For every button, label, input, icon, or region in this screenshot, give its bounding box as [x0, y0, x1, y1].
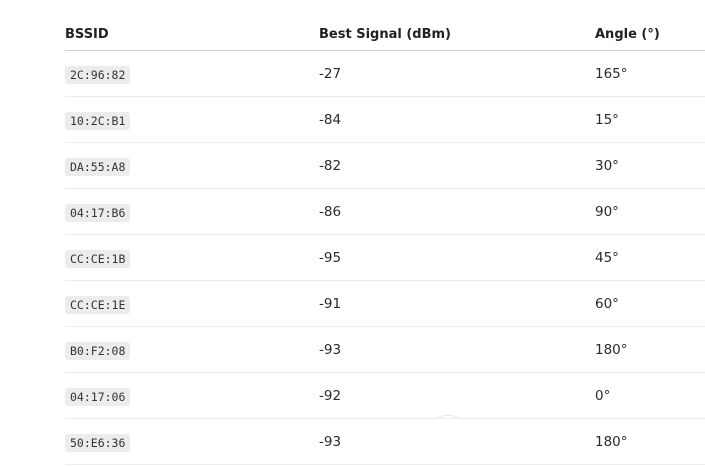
signal-cell: -95 — [319, 234, 595, 281]
bssid-code: B0:F2:08 — [65, 341, 131, 360]
angle-cell: 45° — [595, 234, 705, 281]
column-header-angle: Angle (°) — [595, 18, 705, 51]
angle-cell: 60° — [595, 280, 705, 327]
angle-cell: 180° — [595, 418, 705, 465]
table-row: CC:CE:1E -91 60° — [65, 280, 705, 327]
signal-cell: -86 — [319, 188, 595, 235]
bssid-code: 2C:96:82 — [65, 65, 131, 84]
column-header-best-signal: Best Signal (dBm) — [319, 18, 595, 51]
table-row: CC:CE:1B -95 45° — [65, 234, 705, 281]
table-row: 10:2C:B1 -84 15° — [65, 96, 705, 143]
table-row: 04:17:06 -92 0° — [65, 372, 705, 419]
bssid-cell: 2C:96:82 — [65, 50, 319, 97]
bssid-code: CC:CE:1B — [65, 249, 131, 268]
bssid-code: 10:2C:B1 — [65, 111, 131, 130]
table-row: B0:F2:08 -93 180° — [65, 326, 705, 373]
signal-cell: -93 — [319, 326, 595, 373]
angle-cell: 180° — [595, 326, 705, 373]
bssid-cell: CC:CE:1E — [65, 280, 319, 327]
angle-cell: 30° — [595, 142, 705, 189]
table-header: BSSID Best Signal (dBm) Angle (°) — [65, 18, 705, 51]
signal-results-table: BSSID Best Signal (dBm) Angle (°) 2C:96:… — [65, 18, 705, 465]
bssid-cell: 10:2C:B1 — [65, 96, 319, 143]
table-row: 2C:96:82 -27 165° — [65, 50, 705, 97]
signal-cell: -92 — [319, 372, 595, 419]
bssid-code: 04:17:06 — [65, 387, 131, 406]
table-row: 04:17:B6 -86 90° — [65, 188, 705, 235]
table-row: DA:55:A8 -82 30° — [65, 142, 705, 189]
table-header-row: BSSID Best Signal (dBm) Angle (°) — [65, 18, 705, 51]
bssid-cell: CC:CE:1B — [65, 234, 319, 281]
bssid-code: DA:55:A8 — [65, 157, 131, 176]
bssid-code: 50:E6:36 — [65, 433, 131, 452]
bssid-code: CC:CE:1E — [65, 295, 131, 314]
bssid-cell: B0:F2:08 — [65, 326, 319, 373]
signal-cell: -91 — [319, 280, 595, 327]
angle-cell: 15° — [595, 96, 705, 143]
signal-cell: -27 — [319, 50, 595, 97]
bssid-cell: DA:55:A8 — [65, 142, 319, 189]
bssid-code: 04:17:B6 — [65, 203, 131, 222]
angle-cell: 165° — [595, 50, 705, 97]
signal-cell: -82 — [319, 142, 595, 189]
angle-cell: 0° — [595, 372, 705, 419]
bssid-cell: 50:E6:36 — [65, 418, 319, 465]
table-row: 50:E6:36 -93 180° — [65, 418, 705, 465]
bssid-cell: 04:17:B6 — [65, 188, 319, 235]
signal-cell: -84 — [319, 96, 595, 143]
faint-arc-decoration — [432, 415, 464, 430]
angle-cell: 90° — [595, 188, 705, 235]
table-body: 2C:96:82 -27 165° 10:2C:B1 -84 15° DA:55… — [65, 50, 705, 465]
bssid-cell: 04:17:06 — [65, 372, 319, 419]
column-header-bssid: BSSID — [65, 18, 319, 51]
